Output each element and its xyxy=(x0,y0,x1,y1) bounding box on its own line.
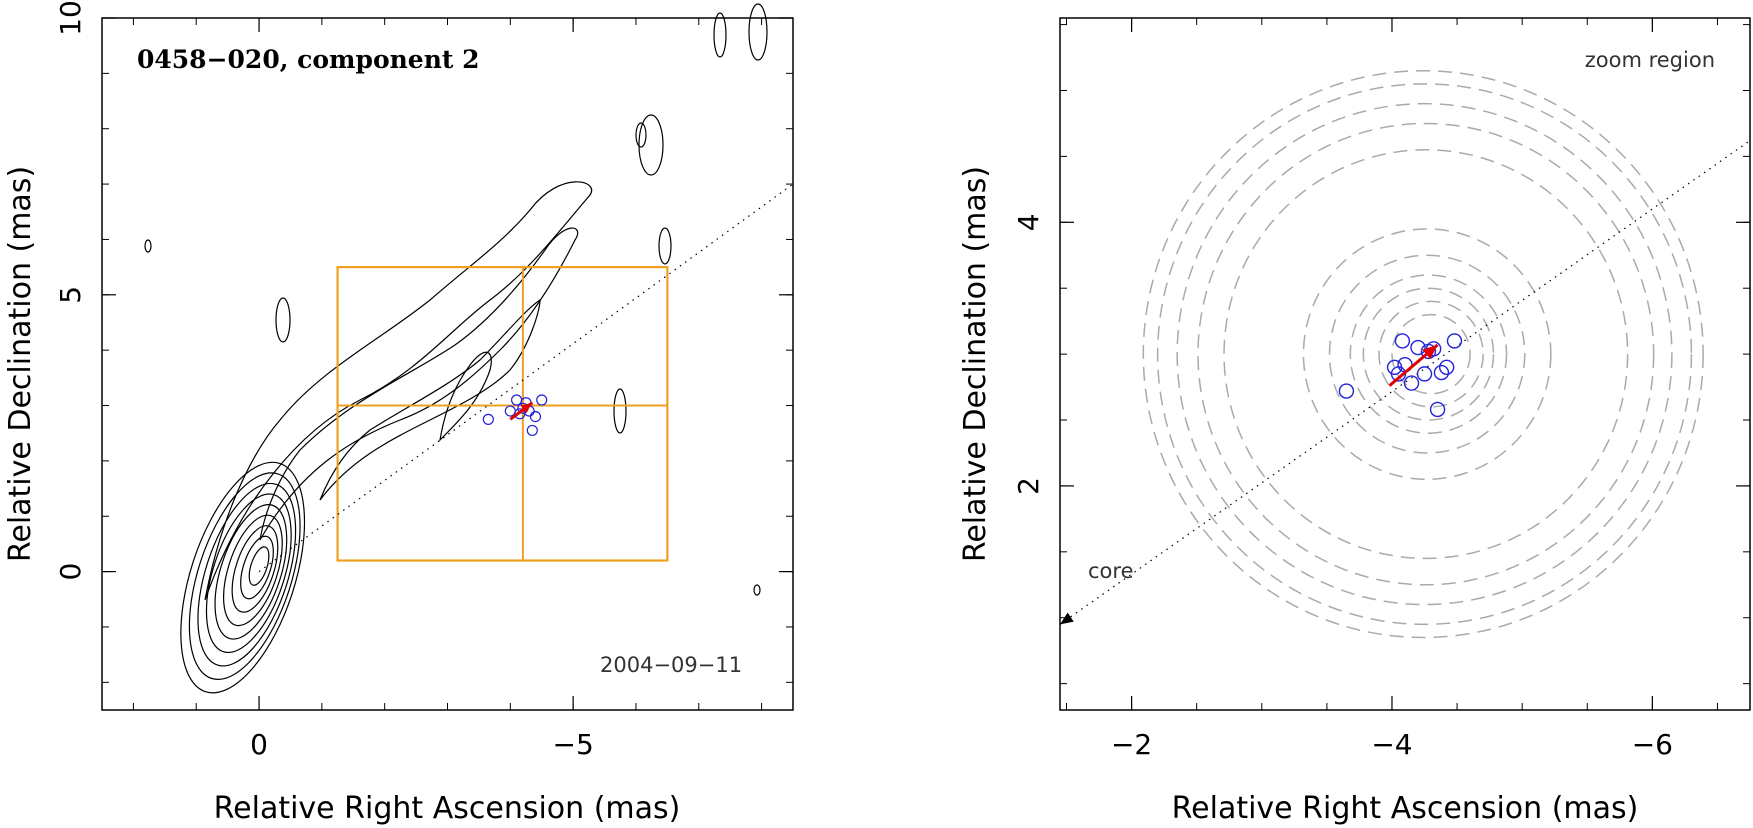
right-y-axis-label: Relative Declination (mas) xyxy=(958,166,993,562)
uncertainty-circle xyxy=(1302,228,1552,481)
component-marker xyxy=(1446,333,1463,349)
left-y-tick-label: 10 xyxy=(54,0,87,36)
jet-contour xyxy=(439,351,492,442)
component-marker xyxy=(1394,333,1411,349)
component-marker xyxy=(1338,383,1355,399)
noise-contour xyxy=(638,114,664,176)
core-contour xyxy=(240,535,274,600)
component-marker xyxy=(1386,359,1403,375)
noise-contour xyxy=(658,227,672,265)
left-y-tick-label: 5 xyxy=(54,286,87,304)
component-marker xyxy=(1410,339,1426,356)
trajectory-line xyxy=(258,183,794,573)
uncertainty-circle xyxy=(1362,287,1495,421)
jet-contour xyxy=(259,227,579,541)
component-marker xyxy=(482,413,494,425)
core-contour xyxy=(214,504,288,640)
component-marker xyxy=(1438,359,1455,375)
noise-contour xyxy=(144,239,152,253)
uncertainty-circle xyxy=(1349,274,1508,434)
right-axis-ticks: −2 −4 −6 2 4 xyxy=(1012,18,1750,761)
left-plot-frame xyxy=(101,17,794,711)
component-marker xyxy=(536,394,548,406)
right-y-tick-label: 2 xyxy=(1012,477,1045,495)
left-component-markers xyxy=(482,394,548,437)
right-plot-frame xyxy=(1059,17,1751,711)
uncertainty-circle xyxy=(1223,149,1629,560)
left-y-tick-label: 0 xyxy=(54,563,87,581)
right-velocity-arrow xyxy=(1388,343,1439,387)
jet-contour xyxy=(204,181,593,601)
uncertainty-circle xyxy=(1156,83,1693,626)
right-x-axis-label: Relative Right Ascension (mas) xyxy=(1172,791,1639,826)
uncertainty-circle xyxy=(1391,313,1471,395)
left-x-axis-label: Relative Right Ascension (mas) xyxy=(214,791,681,826)
right-trajectory-line xyxy=(1059,140,1751,625)
core-contour xyxy=(231,525,279,613)
core-contour xyxy=(197,482,297,667)
core-contour xyxy=(248,546,270,586)
right-panel: −2 −4 −6 2 4 zoom region core Relative Right… xyxy=(958,17,1751,826)
core-arrow-head xyxy=(1060,612,1074,625)
component-marker xyxy=(1433,364,1450,381)
noise-contour xyxy=(275,297,291,343)
left-panel: 0 −5 0 5 10 0458−020, component 2 2004−09−11… xyxy=(3,0,794,826)
left-axis-ticks: 0 −5 0 5 10 xyxy=(54,0,793,761)
uncertainty-circle xyxy=(1328,254,1526,454)
noise-contour xyxy=(713,12,727,58)
trajectory-line xyxy=(1059,140,1751,625)
component-marker xyxy=(1403,375,1420,391)
uncertainty-circle xyxy=(1197,122,1655,586)
uncertainty-circle xyxy=(1142,69,1704,639)
jet-contour xyxy=(319,298,541,501)
uncertainty-circles xyxy=(1142,69,1704,639)
core-contour xyxy=(180,461,306,694)
zoom-rectangle xyxy=(336,266,669,562)
left-panel-title: 0458−020, component 2 xyxy=(137,45,480,74)
noise-contour xyxy=(748,3,768,61)
core-contour xyxy=(223,514,283,627)
core-contour xyxy=(205,493,292,654)
core-arrow xyxy=(1060,612,1074,625)
right-y-tick-label: 4 xyxy=(1012,213,1045,231)
left-x-tick-label: −5 xyxy=(552,728,593,761)
uncertainty-circle xyxy=(1378,300,1484,408)
uncertainty-circle xyxy=(1176,102,1673,606)
left-y-axis-label: Relative Declination (mas) xyxy=(3,166,38,562)
component-marker xyxy=(1416,366,1433,382)
velocity-arrow-head xyxy=(1422,344,1438,360)
component-marker xyxy=(504,405,516,417)
right-x-tick-label: −4 xyxy=(1371,728,1412,761)
component-marker xyxy=(529,410,542,423)
observation-date: 2004−09−11 xyxy=(600,653,742,677)
left-trajectory-line xyxy=(258,183,794,573)
core-contour xyxy=(188,472,301,680)
left-velocity-arrow xyxy=(509,401,534,421)
core-label: core xyxy=(1088,559,1134,583)
component-marker xyxy=(1429,401,1446,418)
zoom-region-label: zoom region xyxy=(1585,48,1715,72)
left-x-tick-label: 0 xyxy=(250,728,268,761)
noise-contour xyxy=(635,122,647,148)
noise-contour xyxy=(753,584,761,596)
right-component-markers xyxy=(1338,333,1463,418)
noise-contour xyxy=(613,388,627,434)
component-marker xyxy=(526,424,538,437)
right-x-tick-label: −2 xyxy=(1111,728,1152,761)
velocity-arrow-head xyxy=(520,402,533,414)
jet-contour-map xyxy=(144,3,768,694)
right-x-tick-label: −6 xyxy=(1632,728,1673,761)
